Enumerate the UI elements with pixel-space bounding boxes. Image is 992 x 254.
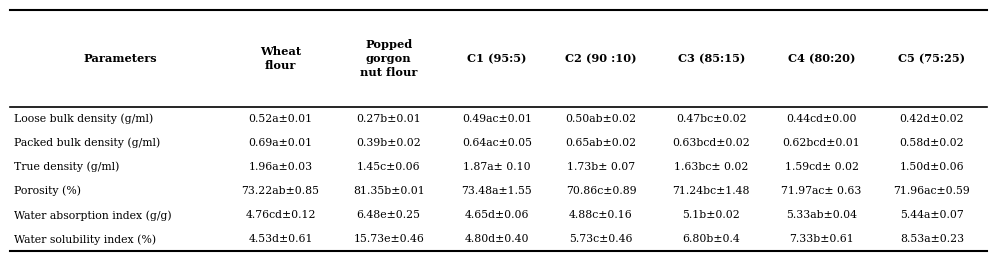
Text: 0.69a±0.01: 0.69a±0.01 [248, 138, 312, 148]
Text: 81.35b±0.01: 81.35b±0.01 [353, 186, 425, 196]
Text: 0.47bc±0.02: 0.47bc±0.02 [676, 114, 747, 124]
Text: 0.62bcd±0.01: 0.62bcd±0.01 [783, 138, 860, 148]
Text: C2 (90 :10): C2 (90 :10) [565, 53, 637, 64]
Text: 0.52a±0.01: 0.52a±0.01 [248, 114, 312, 124]
Text: 4.76cd±0.12: 4.76cd±0.12 [245, 210, 315, 220]
Text: 5.73c±0.46: 5.73c±0.46 [569, 234, 633, 244]
Text: 0.64ac±0.05: 0.64ac±0.05 [462, 138, 532, 148]
Text: 0.27b±0.01: 0.27b±0.01 [356, 114, 421, 124]
Text: C5 (75:25): C5 (75:25) [899, 53, 965, 64]
Text: 7.33b±0.61: 7.33b±0.61 [790, 234, 854, 244]
Text: True density (g/ml): True density (g/ml) [14, 162, 119, 172]
Text: 0.63bcd±0.02: 0.63bcd±0.02 [673, 138, 750, 148]
Text: 1.73b± 0.07: 1.73b± 0.07 [567, 162, 635, 172]
Text: 1.59cd± 0.02: 1.59cd± 0.02 [785, 162, 859, 172]
Text: 8.53a±0.23: 8.53a±0.23 [900, 234, 964, 244]
Text: 0.49ac±0.01: 0.49ac±0.01 [462, 114, 532, 124]
Text: 0.44cd±0.00: 0.44cd±0.00 [787, 114, 857, 124]
Text: 5.1b±0.02: 5.1b±0.02 [682, 210, 740, 220]
Text: C1 (95:5): C1 (95:5) [467, 53, 527, 64]
Text: C4 (80:20): C4 (80:20) [788, 53, 855, 64]
Text: Packed bulk density (g/ml): Packed bulk density (g/ml) [14, 138, 160, 148]
Text: 0.42d±0.02: 0.42d±0.02 [900, 114, 964, 124]
Text: 0.65ab±0.02: 0.65ab±0.02 [565, 138, 637, 148]
Text: 5.33ab±0.04: 5.33ab±0.04 [786, 210, 857, 220]
Text: Wheat
flour: Wheat flour [260, 46, 301, 71]
Text: 5.44a±0.07: 5.44a±0.07 [900, 210, 964, 220]
Text: 6.80b±0.4: 6.80b±0.4 [682, 234, 740, 244]
Text: 1.96a±0.03: 1.96a±0.03 [248, 162, 312, 172]
Text: 73.22ab±0.85: 73.22ab±0.85 [241, 186, 319, 196]
Text: 1.50d±0.06: 1.50d±0.06 [900, 162, 964, 172]
Text: 15.73e±0.46: 15.73e±0.46 [353, 234, 425, 244]
Text: Porosity (%): Porosity (%) [14, 186, 81, 196]
Text: 4.53d±0.61: 4.53d±0.61 [248, 234, 312, 244]
Text: 1.87a± 0.10: 1.87a± 0.10 [463, 162, 531, 172]
Text: 6.48e±0.25: 6.48e±0.25 [357, 210, 421, 220]
Text: 1.63bc± 0.02: 1.63bc± 0.02 [675, 162, 749, 172]
Text: Loose bulk density (g/ml): Loose bulk density (g/ml) [14, 114, 153, 124]
Text: 4.80d±0.40: 4.80d±0.40 [464, 234, 529, 244]
Text: Popped
gorgon
nut flour: Popped gorgon nut flour [360, 39, 418, 78]
Text: Water solubility index (%): Water solubility index (%) [14, 234, 156, 245]
Text: 71.96ac±0.59: 71.96ac±0.59 [894, 186, 970, 196]
Text: 4.88c±0.16: 4.88c±0.16 [569, 210, 633, 220]
Text: 70.86c±0.89: 70.86c±0.89 [565, 186, 636, 196]
Text: 71.24bc±1.48: 71.24bc±1.48 [673, 186, 750, 196]
Text: 0.39b±0.02: 0.39b±0.02 [356, 138, 421, 148]
Text: 73.48a±1.55: 73.48a±1.55 [461, 186, 533, 196]
Text: Water absorption index (g/g): Water absorption index (g/g) [14, 210, 172, 220]
Text: C3 (85:15): C3 (85:15) [678, 53, 745, 64]
Text: 71.97ac± 0.63: 71.97ac± 0.63 [782, 186, 862, 196]
Text: 1.45c±0.06: 1.45c±0.06 [357, 162, 421, 172]
Text: 0.58d±0.02: 0.58d±0.02 [900, 138, 964, 148]
Text: Parameters: Parameters [84, 53, 158, 64]
Text: 4.65d±0.06: 4.65d±0.06 [464, 210, 529, 220]
Text: 0.50ab±0.02: 0.50ab±0.02 [565, 114, 637, 124]
